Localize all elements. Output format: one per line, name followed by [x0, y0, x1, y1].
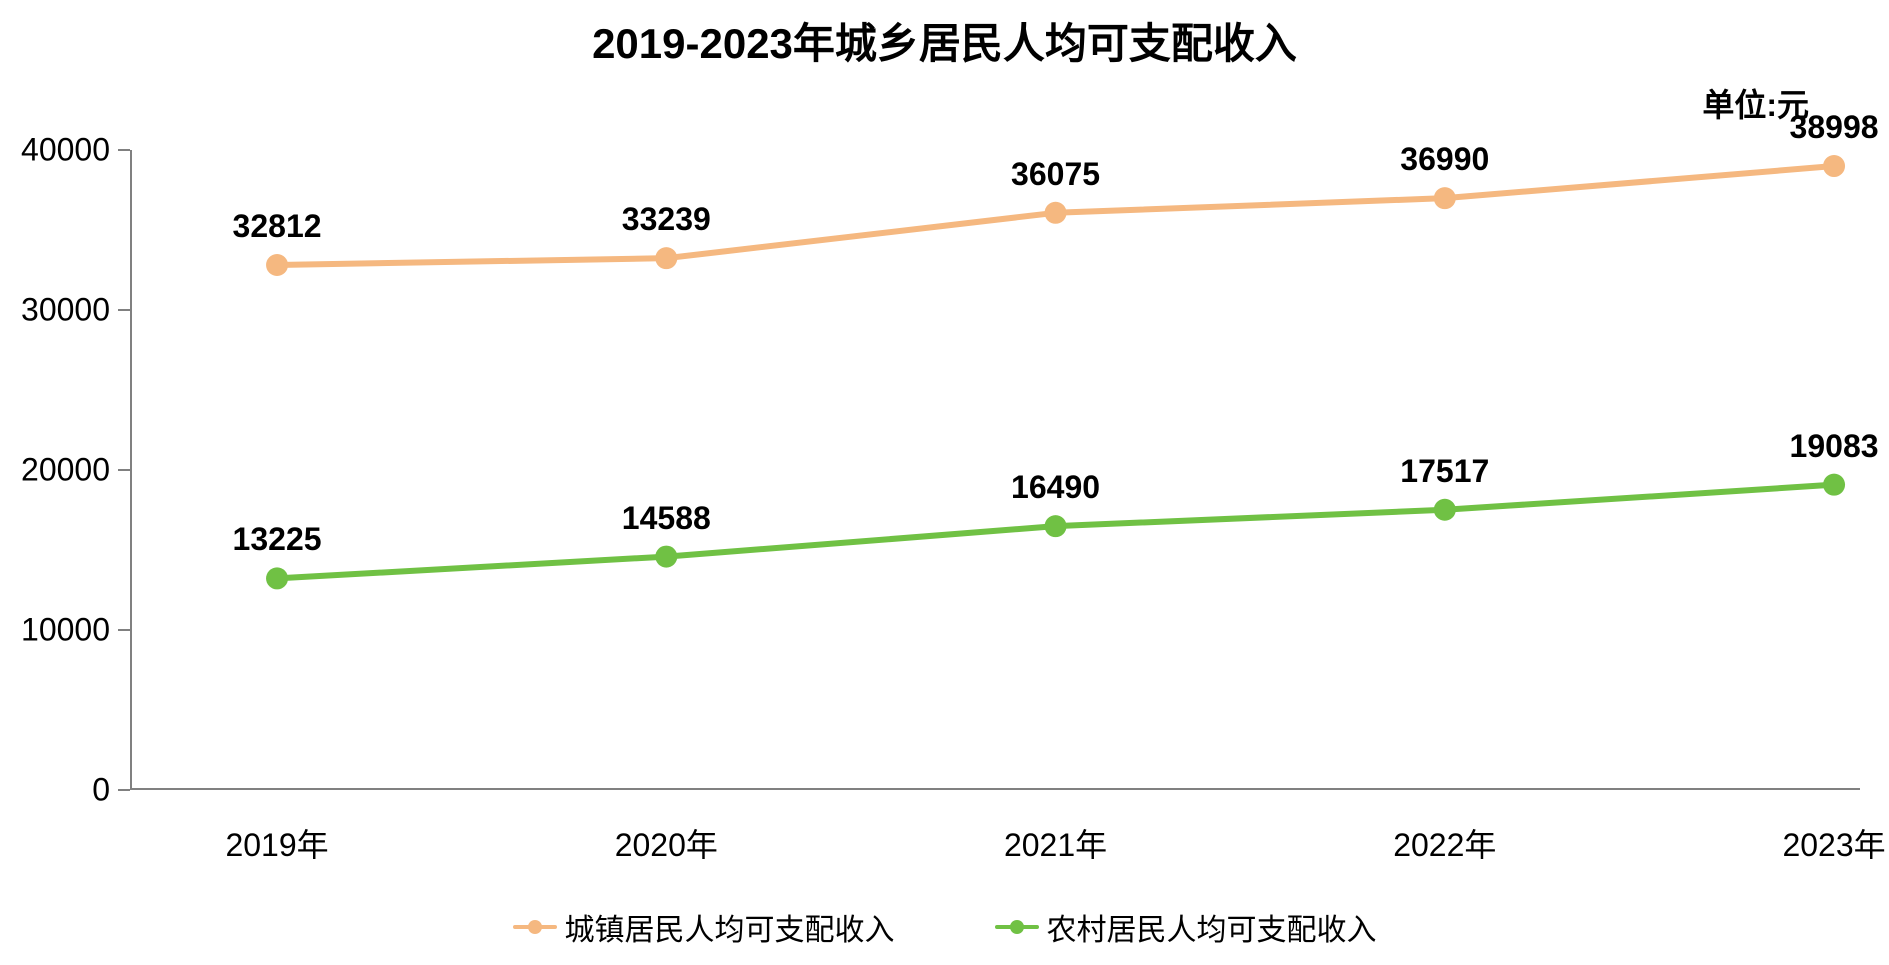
y-tick-label: 40000	[21, 132, 130, 169]
y-tick-label: 0	[92, 772, 130, 809]
legend-item: 农村居民人均可支配收入	[995, 905, 1377, 949]
x-tick-label: 2023年	[1782, 790, 1885, 866]
data-label: 38998	[1790, 109, 1879, 146]
y-tick-label: 10000	[21, 612, 130, 649]
data-point	[1045, 515, 1067, 537]
legend-label: 城镇居民人均可支配收入	[565, 905, 895, 949]
data-label: 13225	[233, 521, 322, 558]
data-point	[1434, 499, 1456, 521]
x-tick-label: 2022年	[1393, 790, 1496, 866]
data-point	[266, 567, 288, 589]
data-label: 16490	[1011, 469, 1100, 506]
chart-title: 2019-2023年城乡居民人均可支配收入	[0, 10, 1889, 71]
data-label: 17517	[1400, 453, 1489, 490]
series-农村居民人均可支配收入	[130, 150, 1860, 790]
legend-label: 农村居民人均可支配收入	[1047, 905, 1377, 949]
legend: 城镇居民人均可支配收入 农村居民人均可支配收入	[0, 905, 1889, 949]
plot-area: 0100002000030000400002019年2020年2021年2022…	[130, 150, 1860, 790]
y-tick-label: 20000	[21, 452, 130, 489]
y-tick-label: 30000	[21, 292, 130, 329]
x-tick-label: 2021年	[1004, 790, 1107, 866]
data-point	[1823, 474, 1845, 496]
chart-container: 2019-2023年城乡居民人均可支配收入 单位:元 0100002000030…	[0, 0, 1889, 965]
data-label: 14588	[622, 500, 711, 537]
legend-swatch	[513, 919, 557, 935]
legend-item: 城镇居民人均可支配收入	[513, 905, 895, 949]
x-tick-label: 2019年	[225, 790, 328, 866]
legend-swatch	[995, 919, 1039, 935]
data-point	[655, 546, 677, 568]
x-tick-label: 2020年	[615, 790, 718, 866]
data-label: 19083	[1790, 428, 1879, 465]
